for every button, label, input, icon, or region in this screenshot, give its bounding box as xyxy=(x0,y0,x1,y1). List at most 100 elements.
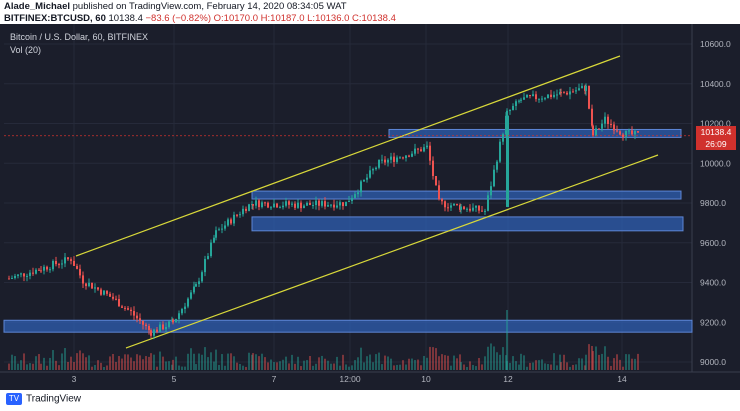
candle-body xyxy=(628,130,630,132)
volume-bar xyxy=(201,354,203,370)
volume-bar xyxy=(390,358,392,370)
volume-bar xyxy=(106,365,108,370)
candle-body xyxy=(17,274,19,276)
candle-body xyxy=(148,326,150,331)
candle-body xyxy=(233,214,235,224)
author-name[interactable]: Alade_Michael xyxy=(4,1,70,12)
support-zone xyxy=(3,319,693,333)
volume-bar xyxy=(258,356,260,370)
candle-body xyxy=(181,309,183,314)
volume-bar xyxy=(509,362,511,370)
candle-body xyxy=(402,157,404,159)
volume-bar xyxy=(372,362,374,370)
volume-bar xyxy=(405,364,407,370)
candle-body xyxy=(153,329,155,336)
candle-body xyxy=(35,269,37,274)
volume-bar xyxy=(218,365,220,370)
candle-body xyxy=(613,124,615,131)
volume-bar xyxy=(502,347,504,370)
volume-bar xyxy=(622,366,624,370)
publish-header: Alade_Michael published on TradingView.c… xyxy=(0,0,740,24)
volume-bar xyxy=(584,365,586,370)
candle-body xyxy=(435,175,437,186)
volume-bar xyxy=(38,354,40,370)
ohlc-close: C:10138.4 xyxy=(352,13,396,24)
candle-body xyxy=(172,319,174,323)
candle-body xyxy=(563,92,565,94)
candle-body xyxy=(598,128,600,130)
volume-bar xyxy=(58,365,60,370)
tradingview-logo[interactable]: TV TradingView xyxy=(6,393,81,405)
volume-bar xyxy=(450,365,452,370)
candle-body xyxy=(417,148,419,150)
volume-bar xyxy=(408,358,410,370)
volume-bar xyxy=(187,353,189,370)
candle-body xyxy=(566,92,568,95)
candle-body xyxy=(348,201,350,203)
candle-body xyxy=(390,156,392,160)
candle-body xyxy=(267,202,269,208)
volume-bar xyxy=(221,354,223,370)
candle-body xyxy=(399,157,401,159)
volume-bar xyxy=(282,359,284,370)
volume-bar xyxy=(595,346,597,370)
x-tick-label: 3 xyxy=(72,374,77,384)
candle-body xyxy=(538,98,540,100)
candle-body xyxy=(532,94,534,96)
x-tick-label: 5 xyxy=(172,374,177,384)
volume-bar xyxy=(381,364,383,370)
volume-bar xyxy=(569,366,571,370)
candle-body xyxy=(282,205,284,208)
volume-bar xyxy=(70,356,72,370)
candle-body xyxy=(218,229,220,231)
volume-bar xyxy=(204,347,206,370)
candle-body xyxy=(14,275,16,279)
ohlc-open: O:10170.0 xyxy=(213,13,259,24)
candle-body xyxy=(46,266,48,270)
candle-body xyxy=(38,269,40,271)
candle-body xyxy=(130,309,132,312)
candle-body xyxy=(145,324,147,327)
candle-body xyxy=(94,287,96,289)
volume-bar xyxy=(184,366,186,370)
candle-body xyxy=(315,200,317,206)
lower-trendline xyxy=(125,154,659,349)
candle-body xyxy=(339,202,341,206)
candle-body xyxy=(572,91,574,93)
candle-body xyxy=(366,177,368,180)
candlestick-chart[interactable]: 10600.0 10400.0 10200.0 10000.0 9800.0 9600.0… xyxy=(0,24,740,390)
candle-body xyxy=(607,116,609,124)
candle-body xyxy=(193,286,195,293)
volume-bar xyxy=(432,347,434,370)
candle-body xyxy=(518,100,520,102)
volume-bar xyxy=(91,366,93,370)
candle-body xyxy=(115,298,117,300)
volume-bar xyxy=(264,357,266,370)
volume-bar xyxy=(496,352,498,370)
volume-bar xyxy=(52,350,54,370)
candle-body xyxy=(106,290,108,294)
volume-bar xyxy=(297,356,299,370)
volume-bar xyxy=(181,366,183,370)
volume-bar xyxy=(35,356,37,370)
volume-bar xyxy=(233,356,235,370)
candle-body xyxy=(285,201,287,206)
chart-pane[interactable]: 10600.0 10400.0 10200.0 10000.0 9800.0 9600.0… xyxy=(0,24,740,390)
y-tick-label: 9400.0 xyxy=(700,278,726,288)
candle-body xyxy=(213,237,215,243)
volume-spike xyxy=(506,310,508,370)
x-tick-label: 12:00 xyxy=(339,374,361,384)
breakout-candle xyxy=(506,115,509,207)
volume-bar xyxy=(190,348,192,370)
candle-body xyxy=(67,257,69,260)
volume-bar xyxy=(178,365,180,370)
candle-body xyxy=(466,208,468,210)
y-tick-label: 9000.0 xyxy=(700,357,726,367)
candle-body xyxy=(354,194,356,198)
candle-body xyxy=(357,192,359,195)
volume-bar xyxy=(490,343,492,370)
candle-body xyxy=(230,219,232,224)
volume-bar xyxy=(315,363,317,370)
volume-bar xyxy=(628,354,630,370)
volume-bar xyxy=(94,364,96,370)
